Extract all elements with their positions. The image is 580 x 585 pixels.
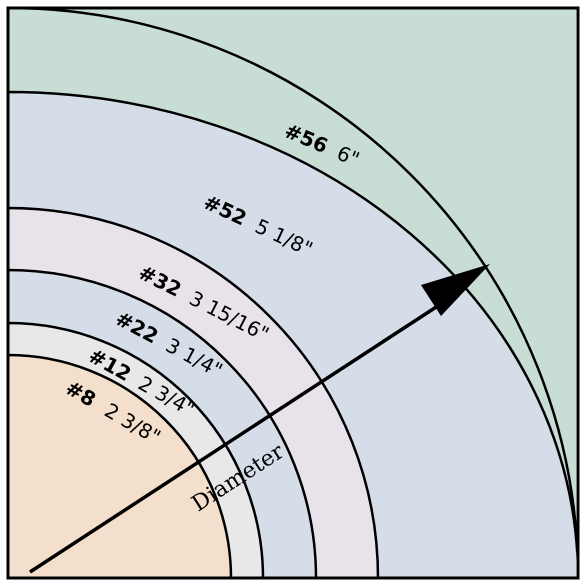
- diagram-frame: [6, 6, 580, 580]
- ring-8-area: [8, 353, 233, 578]
- diameter-arrow-shaft: [29, 296, 451, 574]
- diameter-arrowhead: [421, 264, 490, 316]
- ring-56-outline: [7, 6, 580, 579]
